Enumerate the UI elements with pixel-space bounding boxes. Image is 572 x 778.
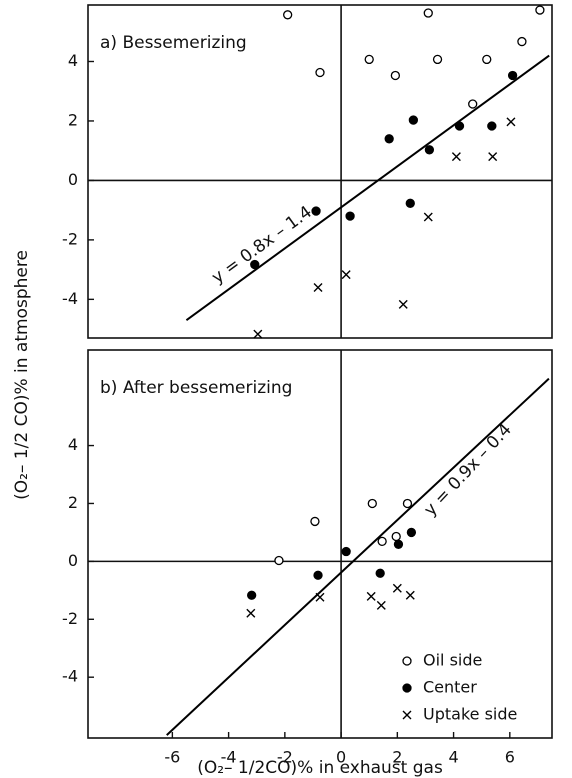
panel-title: b) After bessemerizing: [100, 378, 292, 398]
open-marker: [315, 67, 325, 78]
filled-marker: [424, 145, 435, 155]
open-marker: [535, 5, 545, 15]
filled-marker: [250, 259, 260, 270]
fit-line: [166, 377, 550, 736]
open-marker: [517, 36, 527, 47]
x-tick-label: 0: [336, 748, 346, 767]
cross-marker: [376, 600, 386, 610]
y-tick-label: 0: [68, 551, 78, 570]
filled-marker: [311, 206, 321, 216]
cross-marker: [315, 592, 325, 602]
cross-marker: [246, 608, 256, 618]
filled-marker: [487, 121, 497, 131]
open-marker: [390, 70, 401, 81]
y-tick-label: -2: [62, 229, 78, 248]
filled-marker: [405, 198, 415, 208]
open-marker: [274, 555, 284, 566]
y-tick-label: 4: [68, 435, 78, 454]
open-marker: [432, 54, 443, 65]
open-marker: [367, 498, 377, 509]
x-tick-label: 2: [392, 748, 402, 767]
x-tick-label: 6: [505, 748, 515, 767]
open-marker: [377, 536, 387, 547]
cross-marker: [402, 710, 412, 720]
fit-line: [185, 54, 550, 321]
cross-marker: [341, 270, 351, 280]
cross-marker: [405, 590, 415, 600]
open-marker: [468, 99, 478, 109]
y-tick-label: 2: [68, 493, 78, 512]
filled-marker: [507, 70, 518, 81]
cross-marker: [488, 152, 498, 162]
cross-marker: [506, 117, 516, 127]
x-tick-label: -4: [221, 748, 237, 767]
open-marker: [283, 10, 293, 20]
filled-marker: [247, 590, 257, 600]
x-tick-label: -6: [164, 748, 180, 767]
cross-marker: [366, 591, 376, 601]
cross-marker: [423, 212, 433, 222]
filled-marker: [375, 568, 385, 578]
cross-marker: [398, 299, 408, 309]
open-marker: [423, 8, 433, 18]
y-axis-label: (O₂– 1/2 CO)% in atmosphere: [12, 250, 32, 500]
open-marker: [310, 516, 320, 527]
y-tick-label: 0: [68, 170, 78, 189]
panel-title: a) Bessemerizing: [100, 33, 247, 53]
y-tick-label: -4: [62, 289, 78, 308]
x-tick-label: -2: [277, 748, 293, 767]
plot-frame: [87, 349, 553, 739]
open-marker: [402, 498, 413, 509]
open-marker: [482, 54, 492, 65]
x-axis-label: (O₂– 1/2CO)% in exhaust gas: [197, 758, 443, 778]
open-marker: [364, 54, 374, 65]
x-tick-label: 4: [448, 748, 458, 767]
cross-marker: [451, 152, 461, 162]
open-marker: [391, 531, 401, 542]
legend-label: Uptake side: [423, 705, 517, 724]
filled-marker: [341, 546, 351, 557]
cross-marker: [253, 329, 263, 339]
fit-label: y = 0.8x – 1.4: [208, 202, 316, 288]
y-tick-label: 4: [68, 51, 78, 70]
legend-label: Oil side: [423, 651, 482, 670]
filled-marker: [454, 121, 465, 131]
y-tick-label: -2: [62, 609, 78, 628]
filled-marker: [402, 683, 412, 693]
y-tick-label: 2: [68, 110, 78, 129]
cross-marker: [313, 282, 323, 292]
filled-marker: [393, 539, 404, 549]
filled-marker: [345, 211, 355, 221]
filled-marker: [313, 570, 323, 580]
filled-marker: [406, 527, 417, 538]
filled-marker: [408, 115, 419, 125]
cross-marker: [392, 583, 402, 593]
open-marker: [402, 656, 412, 666]
y-tick-label: -4: [62, 667, 78, 686]
legend-label: Center: [423, 678, 477, 697]
fit-label: y = 0.9x – 0.4: [420, 420, 515, 520]
filled-marker: [384, 134, 394, 144]
plot-frame: [87, 4, 553, 339]
